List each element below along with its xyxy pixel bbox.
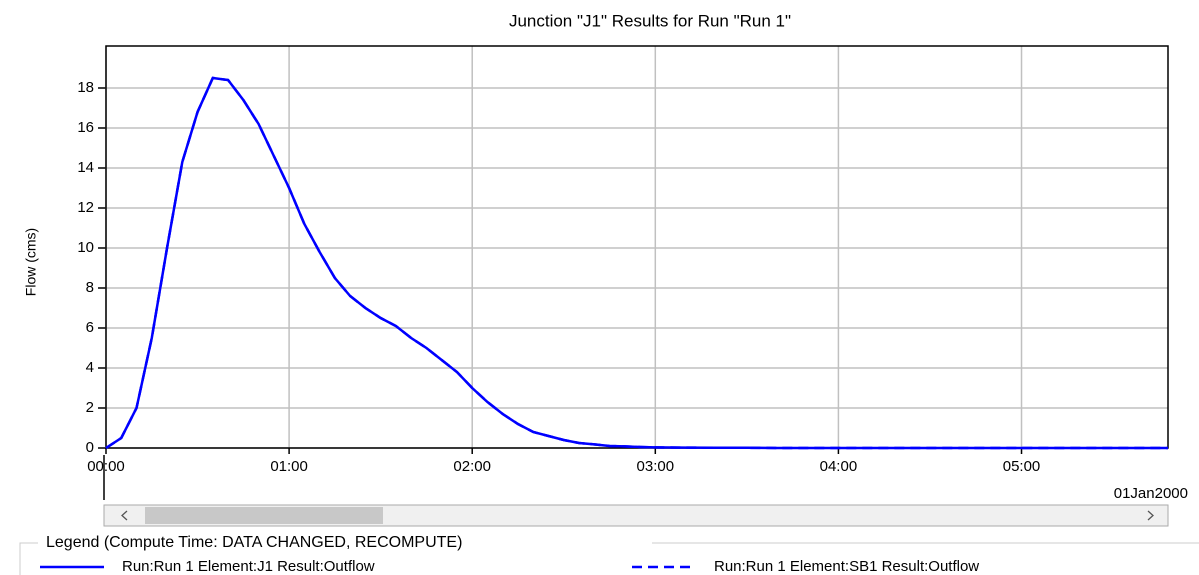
y-tick-label: 6: [86, 319, 94, 336]
legend-frame: [19, 542, 1199, 575]
y-tick-label: 14: [77, 159, 94, 176]
y-tick-label: 8: [86, 279, 94, 296]
legend-label: Run:Run 1 Element:J1 Result:Outflow: [122, 558, 375, 575]
plot-frame: [105, 45, 1169, 449]
x-tick-label: 05:00: [1003, 458, 1041, 475]
scroll-right[interactable]: [1147, 510, 1154, 521]
date-label: 01Jan2000: [1114, 485, 1188, 502]
y-tick-label: 18: [77, 79, 94, 96]
y-tick-label: 2: [86, 399, 94, 416]
y-tick-label: 4: [86, 359, 94, 376]
y-tick-label: 12: [77, 199, 94, 216]
x-tick-label: 01:00: [270, 458, 308, 475]
series-line: [105, 76, 1168, 450]
legend-label: Run:Run 1 Element:SB1 Result:Outflow: [714, 558, 979, 575]
x-tick-label: 04:00: [820, 458, 858, 475]
x-tick-label: 00:00: [87, 458, 125, 475]
y-tick-label: 10: [77, 239, 94, 256]
chart-title: Junction "J1" Results for Run "Run 1": [509, 11, 791, 30]
legend-title: Legend (Compute Time: DATA CHANGED, RECO…: [46, 534, 462, 551]
y-tick-label: 0: [86, 439, 94, 456]
scroll-left[interactable]: [121, 510, 128, 521]
series-line: [105, 76, 1168, 450]
x-tick-label: 02:00: [453, 458, 491, 475]
y-axis-label: Flow (cms): [23, 228, 39, 296]
y-tick-label: 16: [77, 119, 94, 136]
scrollbar-thumb[interactable]: [145, 507, 383, 524]
x-tick-label: 03:00: [637, 458, 675, 475]
